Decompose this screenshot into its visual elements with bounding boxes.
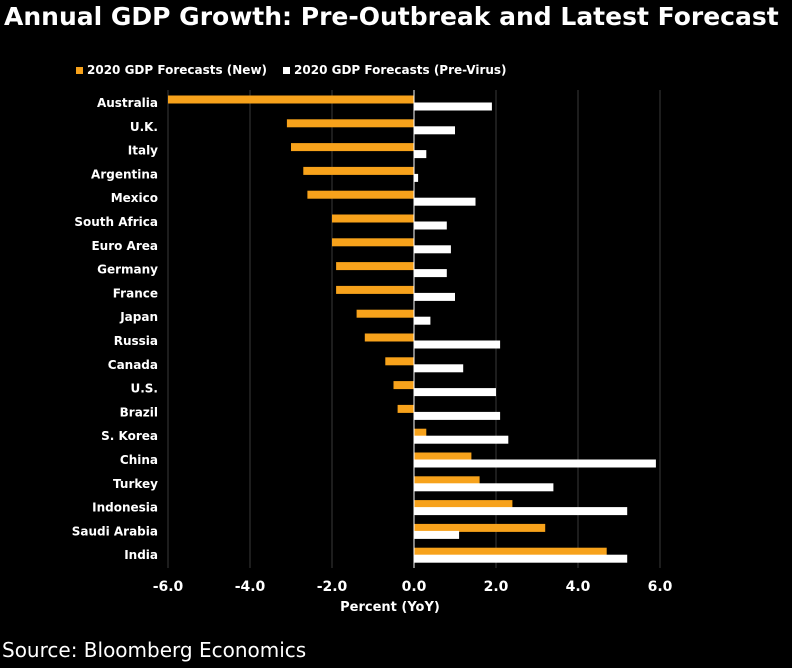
bar-new [307,190,414,199]
bar-new [303,166,414,175]
category-label: Argentina [91,167,158,181]
category-label: South Africa [74,215,158,229]
chart-title: Annual GDP Growth: Pre-Outbreak and Late… [4,2,779,31]
bar-new [385,357,414,366]
legend-swatch-new [76,66,83,74]
category-label: India [124,548,158,562]
category-label: Canada [108,358,158,372]
category-label: China [120,453,158,467]
bar-new [414,547,607,556]
bar-new [336,262,414,271]
bar-new [397,404,414,413]
category-label: Mexico [111,191,158,205]
x-tick-label: -4.0 [235,579,266,595]
x-tick-label: 4.0 [566,579,591,595]
bar-pre-virus [414,530,460,539]
bar-new [291,143,414,152]
x-tick-label: -2.0 [317,579,348,595]
bar-pre-virus [414,435,509,444]
category-label: France [113,286,158,300]
bar-new [414,476,480,485]
bar-new [364,333,414,342]
gridlines [167,90,661,568]
bar-pre-virus [414,221,447,230]
category-label: Turkey [113,477,158,491]
legend-label-new: 2020 GDP Forecasts (New) [87,63,268,77]
bar-pre-virus [414,459,656,468]
bar-pre-virus [414,197,476,206]
bar-new [332,214,414,223]
bar-new [414,523,546,532]
bars [168,95,656,563]
bar-new [336,285,414,294]
bar-new [414,452,472,461]
x-tick-label: -6.0 [153,579,184,595]
bar-new [332,238,414,247]
category-label: Germany [97,263,158,277]
x-tick-label: 2.0 [484,579,509,595]
bar-pre-virus [414,126,455,135]
x-axis-label: Percent (YoY) [340,600,440,615]
bar-pre-virus [414,316,431,325]
bar-new [393,381,414,390]
category-label: Euro Area [91,239,158,253]
bar-pre-virus [414,269,447,278]
bar-pre-virus [414,292,455,301]
bar-pre-virus [414,554,628,563]
bar-new [286,119,414,128]
bar-pre-virus [414,150,427,159]
category-label: Russia [114,334,158,348]
bar-pre-virus [414,340,501,349]
bar-pre-virus [414,364,464,373]
bar-pre-virus [414,411,501,420]
category-label: Australia [97,96,158,110]
source-note: Source: Bloomberg Economics [2,638,307,662]
category-labels: Australia U.K. Italy Argentina Mexico South A… [72,96,158,562]
category-label: Italy [128,144,158,158]
bar-new [414,428,427,437]
category-label: U.K. [130,120,158,134]
legend-item-new: 2020 GDP Forecasts (New) [76,63,267,77]
bar-new [414,500,513,509]
category-label: Saudi Arabia [72,524,158,538]
category-label: Japan [119,310,158,324]
bar-new [356,309,414,318]
category-label: Indonesia [92,501,158,515]
bar-pre-virus [414,173,419,182]
x-tick-label: 0.0 [402,579,427,595]
legend-label-pre-virus: 2020 GDP Forecasts (Pre-Virus) [294,63,507,77]
category-label: Brazil [120,405,158,419]
bar-pre-virus [414,483,554,492]
bar-new [168,95,414,104]
legend: 2020 GDP Forecasts (New) 2020 GDP Foreca… [76,63,523,77]
category-label: U.S. [130,382,158,396]
legend-swatch-pre-virus [283,66,291,74]
legend-item-pre-virus: 2020 GDP Forecasts (Pre-Virus) [283,63,507,77]
bar-pre-virus [414,245,451,254]
x-tick-labels: -6.0 -4.0 -2.0 0.0 2.0 4.0 6.0 [153,579,673,595]
bar-pre-virus [414,388,496,397]
category-label: S. Korea [101,429,158,443]
bar-pre-virus [414,507,628,516]
bar-pre-virus [414,102,492,111]
x-tick-label: 6.0 [648,579,673,595]
